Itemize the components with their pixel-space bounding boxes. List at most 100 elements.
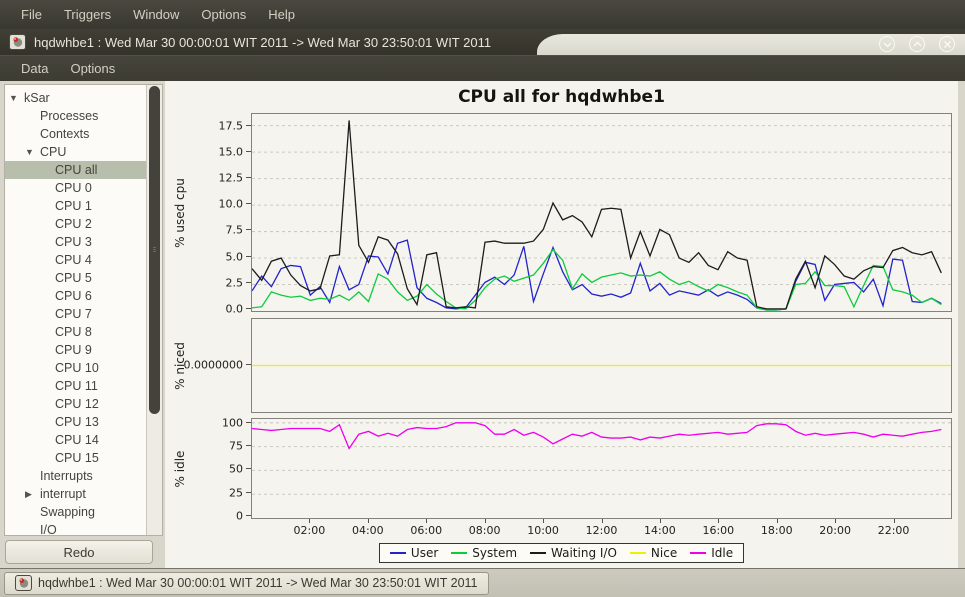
tree-item-cpu-2[interactable]: CPU 2 <box>5 215 146 233</box>
x-tick-label: 10:00 <box>527 524 559 537</box>
y-tick-label: 15.0 <box>218 145 244 159</box>
tree-item-cpu-5[interactable]: CPU 5 <box>5 269 146 287</box>
y-tick-label: 0 <box>236 509 243 523</box>
y-tick-label: 12.5 <box>218 171 244 185</box>
y-tick-label: 50 <box>229 462 243 476</box>
x-axis: 02:00 04:00 06:00 08:00 10:00 12:00 14:00 16:00… <box>165 519 958 541</box>
tree-item-cpu-8[interactable]: CPU 8 <box>5 323 146 341</box>
x-tick-label: 12:00 <box>585 524 618 537</box>
x-tick-label: 20:00 <box>819 524 852 537</box>
tree-item-label: CPU 11 <box>55 379 98 393</box>
tree-item-swapping[interactable]: Swapping <box>5 503 146 521</box>
tree-item-label: interrupt <box>40 487 86 501</box>
series-idle <box>252 422 942 450</box>
y-tick-mark <box>246 468 251 470</box>
y-tick-mark <box>246 515 251 516</box>
y-tick-label: 0.0000000 <box>183 358 244 371</box>
main-area: ▼ kSar Processes Contexts ▼ CPU CPU all CPU 0 CP… <box>0 81 965 568</box>
expander-right-icon[interactable]: ▶ <box>25 488 32 499</box>
tree-item-label: Interrupts <box>40 469 93 483</box>
taskbar-window-label: hqdwhbe1 : Wed Mar 30 00:00:01 WIT 2011 … <box>38 576 478 590</box>
tree-item-label: CPU 0 <box>55 181 92 195</box>
tree-item-cpu-13[interactable]: CPU 13 <box>5 413 146 431</box>
close-button[interactable] <box>939 36 955 52</box>
y-tick-mark <box>246 491 251 493</box>
expander-down-icon[interactable]: ▼ <box>9 93 18 103</box>
x-tick-mark <box>718 519 720 523</box>
x-tick-mark <box>543 519 545 523</box>
redo-button[interactable]: Redo <box>5 540 153 564</box>
scrollbar-thumb[interactable] <box>149 86 160 414</box>
window-titlebar: hqdwhbe1 : Wed Mar 30 00:00:01 WIT 2011 … <box>0 29 965 55</box>
menu-options[interactable]: Options <box>201 7 247 22</box>
y-tick-mark <box>246 421 251 423</box>
x-tick-mark <box>835 519 837 523</box>
tree-item-label: CPU 1 <box>55 199 92 213</box>
menu-data[interactable]: Data <box>21 61 49 76</box>
app-menubar: Data Options <box>0 55 965 81</box>
tree-item-i-o[interactable]: I/O <box>5 521 146 535</box>
tree-item-interrupts[interactable]: Interrupts <box>5 467 146 485</box>
chart-title: CPU all for hqdwhbe1 <box>458 87 665 107</box>
tree-item-cpu-3[interactable]: CPU 3 <box>5 233 146 251</box>
tree-item-cpu-7[interactable]: CPU 7 <box>5 305 146 323</box>
y-tick-mark <box>246 445 251 447</box>
legend-label: Waiting I/O <box>551 546 617 560</box>
sidebar-scrollbar[interactable] <box>146 85 162 535</box>
tree-item-cpu[interactable]: ▼ CPU <box>5 143 146 161</box>
tree-item-cpu-all[interactable]: CPU all <box>5 161 146 179</box>
tree-item-label: CPU 5 <box>55 271 92 285</box>
tree-item-cpu-9[interactable]: CPU 9 <box>5 341 146 359</box>
chart-panel: CPU all for hqdwhbe1 % used cpu 0.0 2.5 5.… <box>165 81 958 568</box>
tree-item-label: CPU 2 <box>55 217 92 231</box>
chart-legend: User System Waiting I/O Nice Idle <box>378 543 745 563</box>
tree-item-ksar[interactable]: ▼ kSar <box>5 89 146 107</box>
legend-item-nice: Nice <box>629 546 678 560</box>
tree-item-cpu-14[interactable]: CPU 14 <box>5 431 146 449</box>
menu-help[interactable]: Help <box>268 7 295 22</box>
x-tick-label: 14:00 <box>644 524 676 537</box>
y-axis-label-idle: % idle <box>173 450 187 487</box>
tree-item-interrupt[interactable]: ▶ interrupt <box>5 485 146 503</box>
window-title: hqdwhbe1 : Wed Mar 30 00:00:01 WIT 2011 … <box>34 34 492 50</box>
expander-down-icon[interactable]: ▼ <box>25 147 34 157</box>
maximize-button[interactable] <box>909 36 925 52</box>
y-tick-mark <box>246 229 251 231</box>
tree-item-cpu-11[interactable]: CPU 11 <box>5 377 146 395</box>
y-tick-mark <box>246 150 251 152</box>
tree-item-cpu-4[interactable]: CPU 4 <box>5 251 146 269</box>
tree-item-label: CPU 6 <box>55 289 92 303</box>
minimize-button[interactable] <box>879 36 895 52</box>
menu-options[interactable]: Options <box>70 61 116 76</box>
menu-file[interactable]: File <box>21 7 42 22</box>
x-tick-label: 04:00 <box>351 524 384 537</box>
tree-item-cpu-10[interactable]: CPU 10 <box>5 359 146 377</box>
tree-item-cpu-6[interactable]: CPU 6 <box>5 287 146 305</box>
tree-item-label: CPU 10 <box>55 361 99 375</box>
menu-triggers[interactable]: Triggers <box>63 7 112 22</box>
legend-swatch <box>530 552 547 554</box>
window-controls <box>879 36 955 52</box>
tree-item-cpu-15[interactable]: CPU 15 <box>5 449 146 467</box>
tree-item-cpu-0[interactable]: CPU 0 <box>5 179 146 197</box>
taskbar-window-button[interactable]: hqdwhbe1 : Wed Mar 30 00:00:01 WIT 2011 … <box>4 571 489 595</box>
tree-item-cpu-1[interactable]: CPU 1 <box>5 197 146 215</box>
menu-window[interactable]: Window <box>133 7 180 22</box>
y-ticks-used-cpu: 0.0 2.5 5.0 7.5 10.0 12.5 15.0 17.5 <box>195 113 251 316</box>
x-tick-mark <box>893 519 895 523</box>
tree-item-label: CPU 13 <box>55 415 99 429</box>
tree-item-contexts[interactable]: Contexts <box>5 125 146 143</box>
y-tick-label: 5.0 <box>225 250 244 264</box>
plot-used-cpu <box>251 113 952 312</box>
x-tick-mark <box>309 519 311 523</box>
y-tick-label: 100 <box>222 416 243 430</box>
tree-item-cpu-12[interactable]: CPU 12 <box>5 395 146 413</box>
legend-label: Nice <box>650 546 678 560</box>
y-tick-label: 25 <box>229 486 243 500</box>
tree-item-processes[interactable]: Processes <box>5 107 146 125</box>
x-tick-mark <box>426 519 428 523</box>
tree-item-label: CPU 15 <box>55 451 99 465</box>
chart-niced: % niced 0.0000000 <box>165 318 958 413</box>
x-tick-mark <box>601 519 603 523</box>
